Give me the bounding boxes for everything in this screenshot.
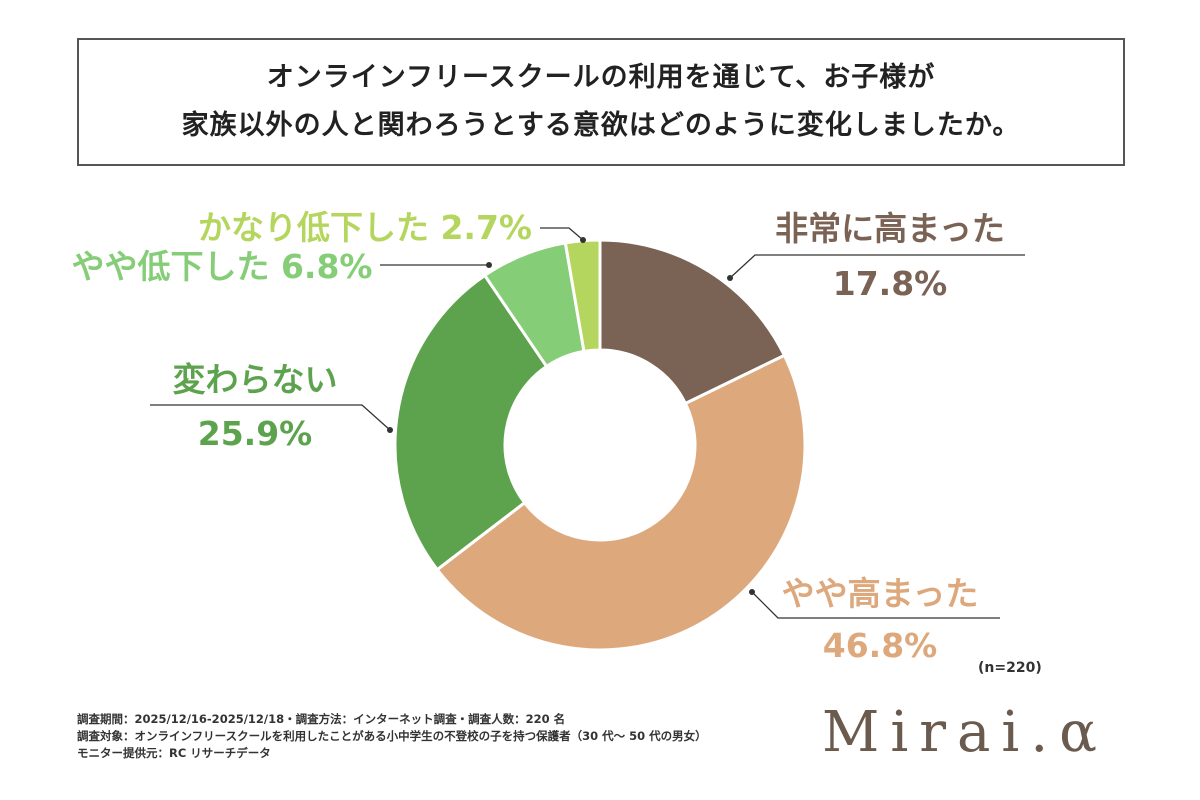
chart-title-box: オンラインフリースクールの利用を通じて、お子様が 家族以外の人と関わろうとする意… — [77, 38, 1125, 166]
leader-line-0 — [729, 254, 1025, 279]
leader-dot-3 — [486, 262, 492, 268]
footer-monitor-source: モニター提供元：RC リサーチデータ — [77, 746, 271, 760]
leader-dot-2 — [387, 427, 393, 433]
leader-line-4 — [540, 227, 584, 241]
slice-4 — [563, 238, 602, 354]
sample-size-note: (n=220) — [978, 660, 1042, 676]
leader-dot-0 — [727, 275, 733, 281]
slice-1 — [435, 353, 807, 652]
slice-value-2: 25.9% — [198, 414, 313, 453]
footer-survey-target: 調査対象：オンラインフリースクールを利用したことがある小中学生の不登校の子を持つ… — [77, 729, 707, 743]
slice-value-0: 17.8% — [833, 264, 948, 303]
slice-label-1: やや高まった — [782, 574, 979, 613]
slice-label-2: 変わらない — [173, 360, 338, 399]
slice-label-3: やや低下した 6.8% — [71, 247, 372, 286]
survey-footer: 調査期間：2025/12/16-2025/12/18・調査方法：インターネット調… — [77, 711, 707, 762]
leader-dot-4 — [580, 237, 586, 243]
slice-label-0: 非常に高まった — [775, 209, 1005, 248]
leader-dot-1 — [749, 589, 755, 595]
mirai-logo: Mirai.α — [822, 700, 1108, 765]
leader-line-1 — [751, 591, 1000, 619]
chart-title-line-2: 家族以外の人と関わろうとする意欲はどのように変化しましたか。 — [181, 110, 1021, 141]
footer-survey-period: 調査期間：2025/12/16-2025/12/18・調査方法：インターネット調… — [77, 712, 566, 726]
chart-title-line-1: オンラインフリースクールの利用を通じて、お子様が — [266, 62, 936, 93]
slice-2 — [393, 273, 549, 572]
slice-label-4: かなり低下した 2.7% — [198, 208, 532, 247]
leader-line-2 — [150, 404, 391, 431]
slice-value-1: 46.8% — [823, 626, 938, 665]
slice-0 — [598, 238, 787, 406]
